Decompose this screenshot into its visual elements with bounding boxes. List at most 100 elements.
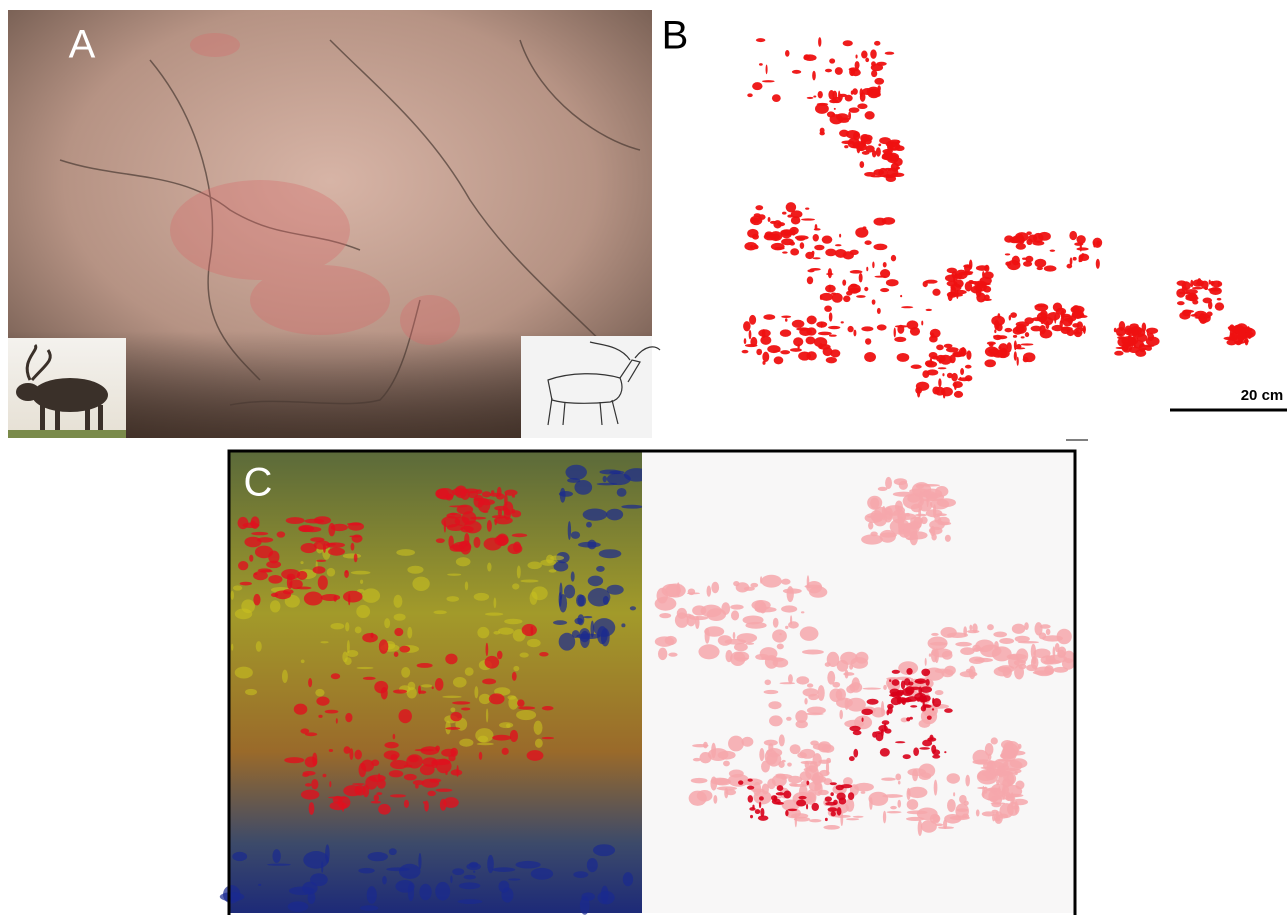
- blob: [842, 279, 846, 285]
- blob: [301, 659, 305, 663]
- blob: [761, 575, 782, 588]
- blob: [331, 673, 340, 679]
- blob: [934, 780, 938, 796]
- blob: [813, 257, 821, 259]
- blob: [1014, 351, 1017, 360]
- blob: [1056, 308, 1066, 315]
- blob: [343, 553, 361, 558]
- blob: [839, 710, 843, 719]
- blob: [831, 293, 836, 295]
- blob: [900, 295, 902, 297]
- blob: [1010, 312, 1017, 318]
- blob: [890, 806, 897, 809]
- blob: [892, 679, 900, 686]
- blob: [906, 697, 909, 700]
- blob: [1004, 235, 1014, 242]
- blob: [310, 873, 328, 886]
- blob: [877, 308, 881, 314]
- blob: [895, 774, 901, 781]
- blob: [822, 235, 833, 243]
- blob: [825, 662, 831, 667]
- blob: [504, 619, 522, 624]
- figure: A B 20 cm C: [0, 0, 1287, 915]
- blob: [289, 579, 302, 589]
- blob: [328, 548, 345, 556]
- blob: [482, 678, 496, 684]
- blob: [433, 610, 446, 614]
- blob: [889, 679, 891, 682]
- blob: [893, 492, 915, 497]
- blob: [251, 516, 260, 529]
- blob: [417, 663, 433, 668]
- blob: [771, 243, 785, 250]
- blob: [916, 484, 924, 489]
- blob: [901, 306, 913, 308]
- blob: [399, 709, 412, 723]
- blob: [406, 754, 423, 768]
- blob: [859, 273, 863, 282]
- blob: [861, 51, 867, 59]
- blob: [230, 591, 234, 600]
- blob: [450, 707, 455, 712]
- blob: [355, 750, 362, 760]
- blob: [518, 706, 535, 709]
- blob: [927, 715, 932, 719]
- blob: [360, 580, 363, 584]
- blob: [412, 577, 429, 591]
- blob: [932, 698, 934, 705]
- blob: [948, 292, 953, 301]
- blob: [744, 242, 757, 250]
- blob: [573, 871, 588, 878]
- blob: [865, 58, 869, 63]
- blob: [1023, 261, 1032, 267]
- blob: [835, 244, 842, 246]
- blob: [969, 666, 976, 679]
- blob: [1096, 259, 1100, 269]
- blob: [452, 868, 464, 875]
- blob: [260, 570, 272, 573]
- blob: [804, 698, 807, 705]
- blob: [829, 99, 838, 103]
- blob: [1146, 328, 1158, 334]
- blob: [898, 697, 906, 702]
- blob: [1217, 298, 1222, 301]
- blob: [991, 737, 998, 744]
- blob: [774, 356, 784, 364]
- blob: [907, 788, 911, 800]
- blob: [460, 489, 469, 500]
- blob: [959, 347, 967, 356]
- blob: [475, 728, 493, 742]
- blob: [826, 357, 837, 363]
- blob: [990, 352, 994, 356]
- pigment-area: [170, 180, 350, 280]
- blob: [772, 94, 781, 102]
- blob: [367, 886, 377, 904]
- blob: [345, 713, 352, 722]
- blob: [828, 90, 834, 99]
- blob: [466, 863, 481, 870]
- blob: [998, 346, 1001, 349]
- blob: [311, 779, 318, 789]
- blob: [1013, 327, 1023, 335]
- blob: [871, 707, 885, 717]
- blob: [881, 777, 896, 780]
- blob: [960, 368, 964, 375]
- blob: [942, 373, 944, 376]
- blob: [442, 696, 461, 698]
- blob: [874, 41, 880, 46]
- blob: [1081, 328, 1084, 331]
- blob: [323, 543, 326, 553]
- blob: [775, 802, 784, 805]
- blob: [361, 760, 374, 772]
- blob: [1066, 329, 1074, 336]
- blob: [837, 793, 846, 801]
- blob: [731, 610, 739, 620]
- blob: [576, 633, 600, 639]
- blob: [1016, 243, 1026, 250]
- blob: [880, 288, 889, 292]
- blob: [241, 599, 255, 613]
- blob: [999, 638, 1014, 644]
- blob: [253, 594, 260, 605]
- blob: [872, 732, 877, 738]
- blob: [906, 668, 912, 675]
